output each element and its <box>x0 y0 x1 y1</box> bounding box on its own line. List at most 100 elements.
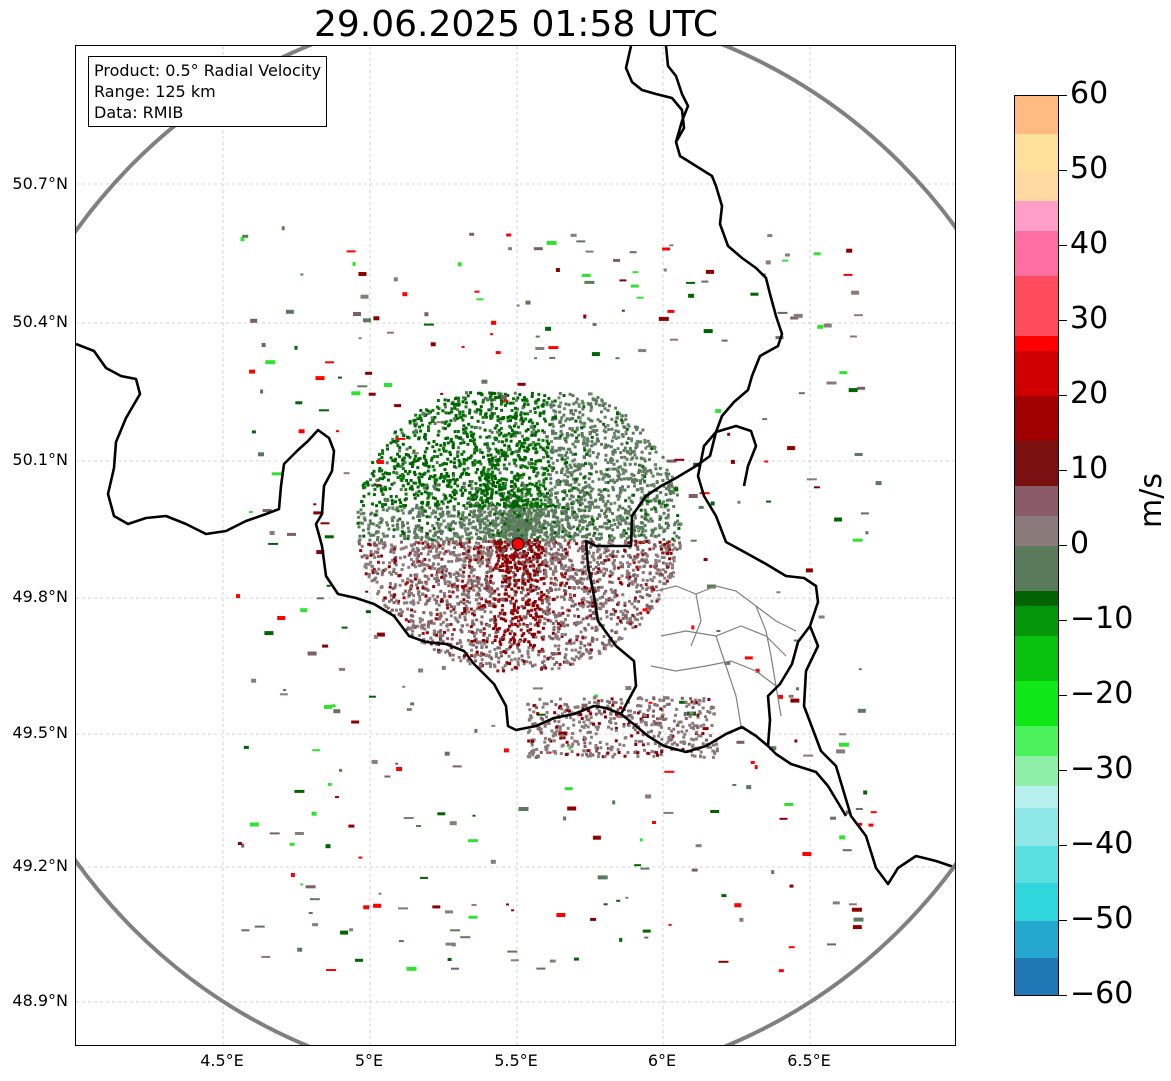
echo-pixel <box>536 486 539 490</box>
echo-pixel <box>493 474 497 478</box>
echo-pixel <box>462 482 466 486</box>
echo-pixel <box>378 500 382 504</box>
echo-pixel <box>542 493 546 497</box>
echo-pixel <box>641 553 645 557</box>
echo-pixel <box>503 516 507 520</box>
echo-pixel <box>513 578 517 582</box>
echo-pixel <box>643 517 647 521</box>
echo-pixel <box>584 628 588 632</box>
echo-pixel <box>479 663 483 667</box>
echo-pixel <box>645 588 648 591</box>
echo-pixel <box>536 459 540 463</box>
echo-pixel <box>480 597 483 601</box>
echo-pixel <box>543 394 547 398</box>
echo-pixel <box>444 474 448 478</box>
echo-pixel <box>539 445 543 449</box>
echo-pixel <box>489 618 493 622</box>
echo-pixel <box>421 473 425 477</box>
echo-pixel <box>558 561 562 564</box>
echo-pixel <box>443 630 446 634</box>
echo-pixel <box>550 400 554 404</box>
echo-pixel <box>416 556 420 560</box>
echo-pixel <box>508 541 512 545</box>
echo-pixel <box>501 551 505 555</box>
echo-pixel <box>494 395 497 399</box>
echo-pixel <box>461 438 465 442</box>
echo-pixel <box>493 477 497 480</box>
echo-pixel <box>422 611 426 615</box>
echo-pixel <box>556 491 560 495</box>
echo-pixel <box>522 632 526 636</box>
echo-pixel <box>659 491 663 495</box>
echo-pixel <box>591 522 595 526</box>
echo-pixel <box>435 554 439 558</box>
echo-pixel <box>388 487 392 491</box>
echo-pixel <box>605 549 609 553</box>
echo-pixel <box>428 566 432 570</box>
echo-pixel <box>431 465 435 468</box>
echo-pixel <box>528 576 532 580</box>
radar-map[interactable] <box>75 45 956 1046</box>
echo-pixel <box>664 493 668 496</box>
echo-pixel <box>536 514 540 518</box>
echo-pixel <box>479 391 483 395</box>
echo-pixel <box>621 421 624 425</box>
echo-pixel <box>426 532 429 536</box>
echo-pixel <box>435 539 439 543</box>
echo-pixel <box>463 546 467 550</box>
echo-pixel <box>381 472 385 476</box>
echo-pixel <box>391 459 395 463</box>
echo-pixel <box>396 452 400 456</box>
echo-pixel <box>508 560 512 564</box>
echo-pixel <box>432 621 436 625</box>
echo-pixel <box>537 563 541 567</box>
echo-pixel <box>514 528 518 532</box>
echo-pixel <box>618 522 622 526</box>
echo-pixel <box>608 507 611 511</box>
echo-pixel <box>593 462 597 466</box>
echo-pixel <box>639 431 642 435</box>
echo-pixel <box>401 442 405 446</box>
echo-pixel <box>491 641 494 645</box>
echo-pixel <box>463 565 466 569</box>
echo-pixel <box>525 466 529 470</box>
echo-pixel <box>508 512 512 516</box>
echo-pixel <box>637 560 641 564</box>
echo-pixel <box>381 493 385 496</box>
echo-pixel <box>541 626 545 630</box>
echo-pixel <box>490 503 494 507</box>
echo-pixel <box>568 586 571 589</box>
echo-pixel <box>510 538 514 542</box>
echo-pixel <box>463 607 467 611</box>
echo-pixel <box>514 421 518 425</box>
echo-pixel <box>534 529 538 533</box>
echo-pixel <box>536 579 540 583</box>
echo-pixel <box>441 640 445 644</box>
echo-pixel <box>372 578 376 582</box>
echo-pixel <box>618 412 621 416</box>
echo-pixel <box>613 559 616 562</box>
echo-pixel <box>437 488 441 492</box>
echo-pixel <box>575 568 578 572</box>
echo-pixel <box>612 567 616 571</box>
echo-pixel <box>477 606 481 610</box>
echo-pixel <box>648 442 652 446</box>
echo-pixel <box>592 526 596 530</box>
echo-pixel <box>456 572 460 575</box>
echo-pixel <box>364 562 368 566</box>
echo-pixel <box>429 636 433 640</box>
echo-pixel <box>570 563 574 567</box>
echo-pixel <box>639 479 642 483</box>
echo-pixel <box>486 469 490 473</box>
echo-pixel <box>623 548 627 552</box>
echo-pixel <box>631 568 635 572</box>
echo-pixel <box>570 471 574 475</box>
echo-pixel <box>481 505 485 509</box>
echo-pixel <box>427 537 431 541</box>
echo-pixel <box>574 518 578 522</box>
echo-pixel <box>571 500 575 504</box>
echo-pixel <box>462 542 466 546</box>
echo-pixel <box>528 588 532 592</box>
echo-pixel <box>551 416 555 420</box>
echo-pixel <box>574 580 578 584</box>
